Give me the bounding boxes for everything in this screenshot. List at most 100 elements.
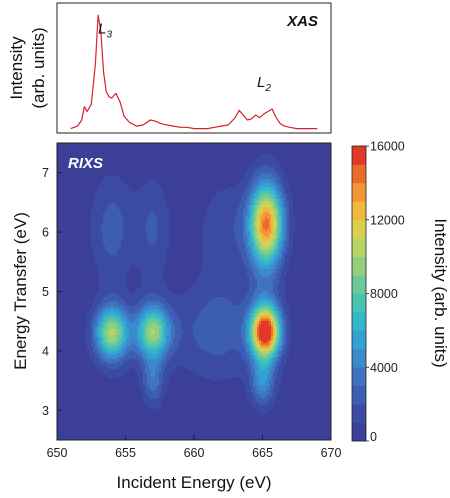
contour-cell-2049 — [83, 367, 85, 369]
contour-cell-3027 — [97, 237, 99, 239]
contour-cell-4002 — [109, 399, 111, 401]
contour-cell-3970 — [109, 335, 111, 337]
contour-cell-1988 — [83, 245, 85, 247]
contour-cell-3317 — [101, 221, 103, 223]
contour-cell-4093 — [111, 283, 113, 285]
contour-cell-199 — [59, 243, 61, 245]
contour-cell-2197 — [85, 365, 87, 367]
contour-cell-863 — [67, 379, 69, 381]
contour-cell-4323 — [115, 147, 117, 149]
contour-cell-4189 — [113, 177, 115, 179]
contour-cell-1060 — [71, 177, 73, 179]
contour-cell-1633 — [77, 429, 79, 431]
contour-cell-2319 — [87, 311, 89, 313]
contour-cell-679 — [65, 309, 67, 311]
contour-cell-2142 — [85, 255, 87, 257]
contour-cell-2010 — [83, 289, 85, 291]
contour-cell-3503 — [103, 295, 105, 297]
contour-cell-2231 — [85, 433, 87, 435]
contour-cell-620 — [65, 191, 67, 193]
contour-cell-3392 — [101, 371, 103, 373]
contour-cell-1427 — [75, 315, 77, 317]
contour-cell-4025 — [111, 147, 113, 149]
contour-cell-3248 — [99, 381, 101, 383]
contour-cell-3203 — [99, 291, 101, 293]
contour-cell-3202 — [99, 289, 101, 291]
contour-cell-2737 — [93, 253, 95, 255]
contour-cell-1289 — [73, 337, 75, 339]
contour-cell-798 — [67, 249, 69, 251]
contour-cell-4441 — [115, 383, 117, 385]
contour-cell-3628 — [105, 247, 107, 249]
contour-cell-3244 — [99, 373, 101, 375]
contour-cell-1894 — [81, 355, 83, 357]
contour-cell-1506 — [77, 175, 79, 177]
contour-cell-2412 — [89, 199, 91, 201]
contour-cell-3239 — [99, 363, 101, 365]
contour-cell-1136 — [71, 329, 73, 331]
contour-cell-3682 — [105, 355, 107, 357]
contour-cell-526 — [63, 301, 65, 303]
contour-cell-168 — [59, 181, 61, 183]
contour-cell-1783 — [79, 431, 81, 433]
contour-cell-4099 — [111, 295, 113, 297]
contour-cell-1146 — [71, 349, 73, 351]
contour-cell-4405 — [115, 311, 117, 313]
contour-cell-189 — [59, 223, 61, 225]
contour-cell-3501 — [103, 291, 105, 293]
contour-cell-225 — [59, 295, 61, 297]
contour-cell-3580 — [105, 151, 107, 153]
contour-cell-3144 — [99, 173, 101, 175]
contour-cell-449 — [63, 147, 65, 149]
contour-cell-3016 — [97, 215, 99, 217]
contour-cell-4392 — [115, 285, 117, 287]
contour-cell-3406 — [101, 399, 103, 401]
contour-cell-170 — [59, 185, 61, 187]
contour-cell-4481 — [117, 165, 119, 167]
contour-cell-1979 — [83, 227, 85, 229]
contour-cell-1586 — [77, 335, 79, 337]
contour-cell-3261 — [99, 407, 101, 409]
contour-cell-3704 — [105, 399, 107, 401]
contour-cell-2078 — [83, 425, 85, 427]
contour-cell-3047 — [97, 277, 99, 279]
contour-cell-1962 — [83, 193, 85, 195]
contour-cell-1701 — [79, 267, 81, 269]
contour-cell-1416 — [75, 293, 77, 295]
contour-cell-4422 — [115, 345, 117, 347]
contour-cell-399 — [61, 345, 63, 347]
contour-cell-2001 — [83, 271, 85, 273]
contour-cell-3720 — [105, 431, 107, 433]
contour-cell-2310 — [87, 293, 89, 295]
contour-cell-554 — [63, 357, 65, 359]
contour-cell-2268 — [87, 209, 89, 211]
contour-cell-2480 — [89, 335, 91, 337]
contour-cell-2185 — [85, 341, 87, 343]
contour-cell-1952 — [83, 173, 85, 175]
contour-cell-1188 — [71, 433, 73, 435]
contour-cell-1623 — [77, 409, 79, 411]
contour-cell-2873 — [95, 227, 97, 229]
contour-cell-1022 — [69, 399, 71, 401]
contour-cell-1442 — [75, 345, 77, 347]
contour-cell-2467 — [89, 309, 91, 311]
contour-cell-4051 — [111, 199, 113, 201]
contour-cell-3065 — [97, 313, 99, 315]
contour-cell-2854 — [95, 189, 97, 191]
contour-cell-3626 — [105, 243, 107, 245]
contour-cell-2205 — [85, 381, 87, 383]
contour-cell-4289 — [113, 377, 115, 379]
contour-cell-1122 — [71, 301, 73, 303]
contour-cell-648 — [65, 247, 67, 249]
contour-cell-472 — [63, 193, 65, 195]
contour-cell-4155 — [111, 407, 113, 409]
contour-cell-1670 — [79, 205, 81, 207]
contour-cell-2491 — [89, 357, 91, 359]
contour-cell-2201 — [85, 373, 87, 375]
contour-cell-4478 — [117, 159, 119, 161]
contour-cell-3500 — [103, 289, 105, 291]
contour-cell-1551 — [77, 265, 79, 267]
contour-cell-875 — [67, 403, 69, 405]
contour-cell-463 — [63, 175, 65, 177]
contour-cell-3301 — [101, 189, 103, 191]
